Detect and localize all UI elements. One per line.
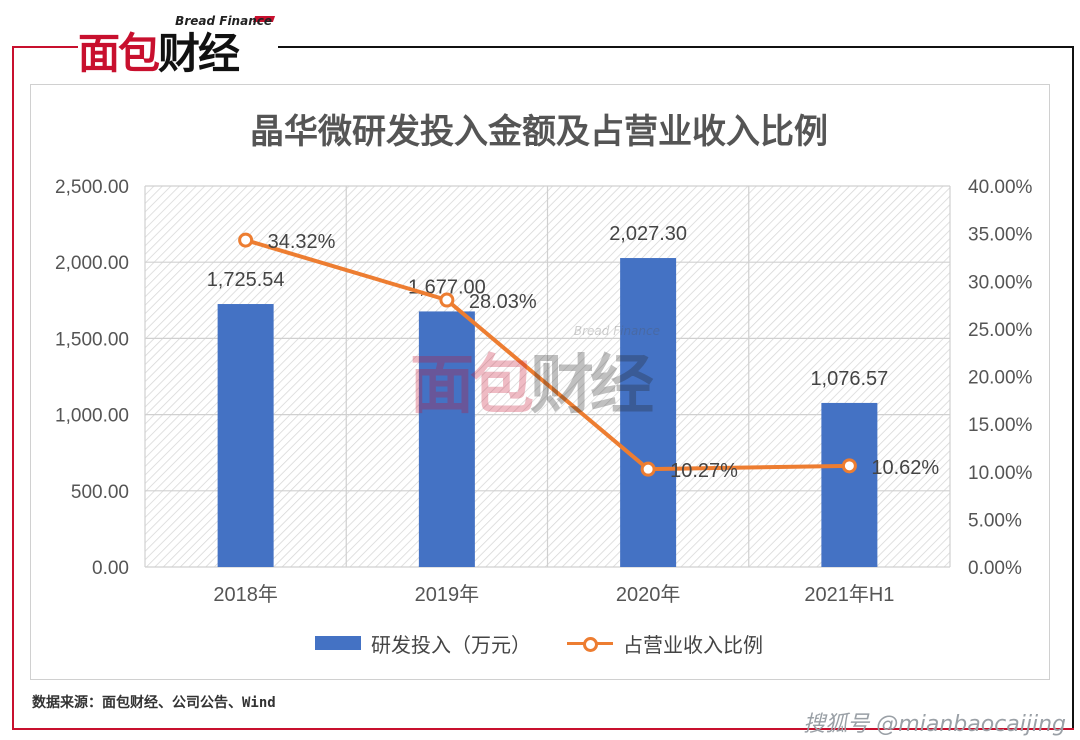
line-point: [841, 458, 857, 474]
x-tick-label: 2019年: [415, 583, 480, 606]
right-tick-label: 0.00%: [968, 558, 1022, 579]
bar-value-label: 1,076.57: [810, 368, 888, 390]
x-axis-labels: 2018年 2019年 2020年 2021年H1: [213, 583, 894, 606]
data-source-note: 数据来源：面包财经、公司公告、Wind: [32, 695, 276, 711]
logo-chinese-part-a: 面包: [78, 29, 160, 78]
right-axis-ticks: 0.00% 5.00% 10.00% 15.00% 20.00% 25.00% 30.00%…: [968, 177, 1033, 579]
line-value-label: 28.03%: [469, 291, 537, 313]
line-data-labels: 34.32% 28.03% 10.27% 10.62%: [268, 231, 940, 482]
bar: [418, 311, 475, 567]
legend-label-rd-spend: 研发投入（万元）: [371, 632, 531, 657]
line-value-label: 10.62%: [871, 457, 939, 479]
right-tick-label: 15.00%: [968, 415, 1033, 436]
frame-right-rule: [1072, 46, 1074, 730]
line-value-label: 10.27%: [670, 460, 738, 482]
legend-line-swatch: [567, 636, 613, 652]
right-tick-label: 40.00%: [968, 177, 1033, 198]
right-tick-label: 10.00%: [968, 463, 1033, 484]
legend-item-rd-spend: 研发投入（万元）: [315, 629, 531, 658]
x-tick-label: 2018年: [213, 583, 278, 606]
right-tick-label: 35.00%: [968, 225, 1033, 246]
x-tick-label: 2021年H1: [804, 583, 894, 606]
bar: [620, 258, 677, 567]
legend-bar-swatch: [315, 636, 361, 650]
chart-legend: 研发投入（万元） 占营业收入比例: [30, 628, 1048, 658]
left-tick-label: 2,500.00: [55, 177, 129, 198]
bar-value-label: 2,027.30: [609, 223, 687, 245]
line-series: [238, 232, 857, 477]
left-tick-label: 500.00: [71, 482, 129, 503]
bar: [217, 304, 274, 567]
frame-bottom-rule: [12, 728, 1074, 730]
chart-title: 晶华微研发投入金额及占营业收入比例: [250, 112, 828, 152]
right-tick-label: 25.00%: [968, 320, 1033, 341]
line-point: [439, 292, 455, 308]
platform-watermark: 搜狐号 @mianbaocaijing: [803, 712, 1066, 737]
logo-chinese: 面包财经: [78, 29, 240, 78]
line-value-label: 34.32%: [268, 231, 336, 253]
right-tick-label: 30.00%: [968, 272, 1033, 293]
logo-english: Bread Finance: [175, 14, 272, 28]
legend-label-revenue-ratio: 占营业收入比例: [623, 632, 763, 657]
left-tick-label: 0.00: [92, 558, 129, 579]
bar: [821, 402, 878, 567]
logo-chinese-part-b: 财经: [158, 29, 240, 78]
line-point: [640, 461, 656, 477]
legend-item-revenue-ratio: 占营业收入比例: [567, 629, 763, 658]
frame-left-rule: [12, 46, 14, 730]
frame-top-rule: [12, 46, 1074, 48]
x-tick-label: 2020年: [616, 583, 681, 606]
bar-data-labels: 1,725.54 1,677.002,027.301,076.57: [207, 223, 889, 390]
bar-value-label: 1,725.54: [207, 269, 285, 291]
left-tick-label: 2,000.00: [55, 253, 129, 274]
brand-logo: Bread Finance 面包财经: [78, 14, 278, 78]
left-tick-label: 1,500.00: [55, 329, 129, 350]
frame-top-red-accent: [12, 46, 82, 48]
series-line: [245, 238, 850, 472]
right-tick-label: 20.00%: [968, 368, 1033, 389]
left-tick-label: 1,000.00: [55, 406, 129, 427]
line-point: [238, 232, 254, 248]
bar-series: [217, 258, 878, 567]
left-axis-ticks: 0.00 500.00 1,000.00 1,500.00 2,000.00 2,500.…: [55, 177, 129, 579]
gridlines: [144, 185, 951, 568]
right-tick-label: 5.00%: [968, 510, 1022, 531]
